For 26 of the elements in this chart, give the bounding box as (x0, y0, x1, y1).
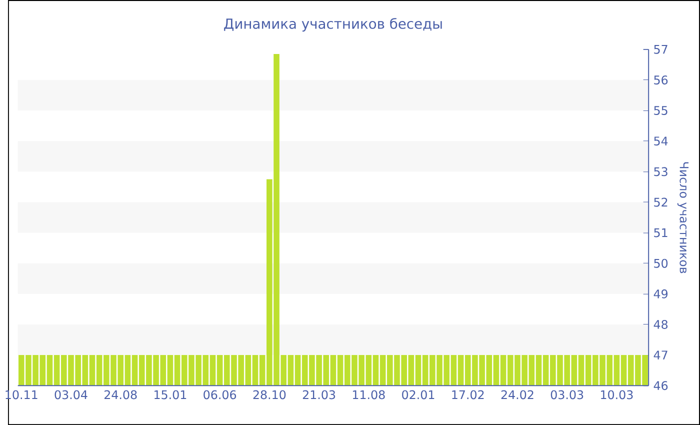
x-tick-label: 10.03 (601, 390, 633, 400)
x-tick-label: 21.03 (302, 390, 336, 400)
y-axis-title: Число участников (677, 162, 688, 274)
y-tick-label: 52 (654, 198, 668, 207)
y-tick-label: 57 (654, 44, 668, 54)
x-tick-label: 24.02 (501, 390, 534, 400)
y-tick-label: 48 (654, 320, 668, 329)
y-tick-label: 46 (654, 381, 668, 390)
chart-title: Динамика участников беседы (224, 18, 442, 32)
x-tick-label: 03.04 (54, 390, 88, 400)
x-tick-label: 24.08 (104, 390, 137, 400)
x-tick-label: 17.02 (452, 390, 484, 400)
x-tick-label: 06.06 (204, 390, 236, 400)
x-tick-label: 02.01 (402, 390, 434, 400)
y-tick-label: 55 (654, 106, 668, 115)
x-tick-label: 11.08 (352, 390, 385, 400)
y-tick-label: 47 (654, 350, 668, 360)
y-tick-label: 53 (654, 167, 668, 176)
x-tick-label: 15.01 (154, 390, 186, 400)
y-tick-label: 54 (654, 136, 668, 146)
x-tick-label: 28.10 (253, 390, 286, 400)
y-tick-label: 49 (654, 289, 668, 298)
y-tick-label: 51 (654, 228, 668, 238)
y-tick-label: 56 (654, 75, 668, 84)
x-tick-label: 03.03 (550, 390, 584, 400)
y-tick-label: 50 (654, 258, 668, 268)
